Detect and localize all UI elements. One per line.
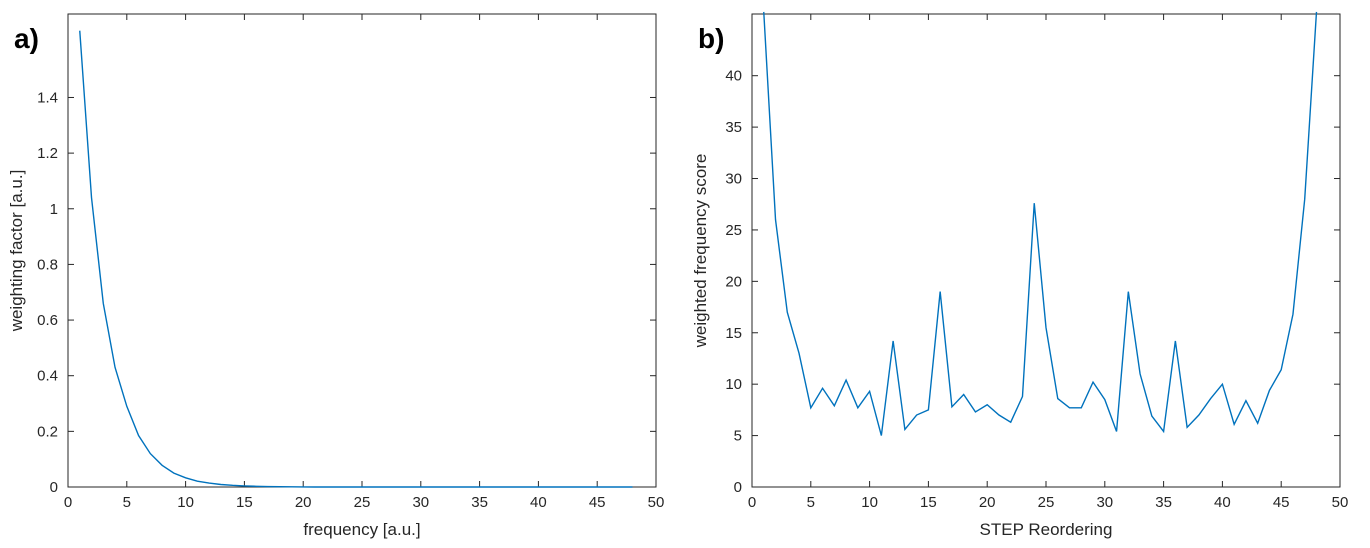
panel-b-x-tick-label: 10 [861,494,878,511]
panel-b-y-tick-label: 20 [725,273,742,290]
panel-a-ticks: 0 5 10 15 20 25 30 35 40 45 50 0 0.2 0.4 0.6 0.8 1 1.2 1.4 [37,14,664,511]
panel-b-ticks: 0 5 10 15 20 25 30 35 40 45 50 0 5 10 15 20 25 30 35 40 [725,14,1348,511]
panel-b-label: b) [698,23,724,54]
panel-a-y-tick-label: 0.4 [37,368,58,385]
panel-a-y-tick-label: 0 [50,479,58,496]
panel-b-x-tick-label: 25 [1038,494,1055,511]
panel-b-y-tick-label: 40 [725,68,742,85]
chart-panel-a: a) 0 5 10 15 20 25 30 35 40 45 50 0 0.2 0.4 0.6 0.8 1 1.2… [7,13,664,539]
panel-a-x-tick-label: 15 [236,494,253,511]
panel-a-x-tick-label: 25 [354,494,371,511]
panel-b-x-tick-label: 50 [1332,494,1349,511]
panel-b-y-tick-label: 10 [725,376,742,393]
panel-b-x-tick-label: 40 [1214,494,1231,511]
chart-panel-b: b) 0 5 10 15 20 25 30 35 40 45 500510152025303540 … [691,11,1348,539]
panel-b-y-axis-title: weighted frequency score [691,154,710,349]
panel-a-series-line [79,30,633,488]
panel-b-y-tick-label: 25 [725,222,742,239]
panel-b-y-tick-label: 15 [725,325,742,342]
panel-a-y-tick-label: 1.2 [37,145,58,162]
panel-b-x-tick-label: 35 [1155,494,1172,511]
panel-b-y-tick-label: 35 [725,119,742,136]
panel-a-x-tick-label: 10 [177,494,194,511]
panel-a-plot-area [67,13,657,488]
panel-a-x-tick-label: 45 [589,494,606,511]
panel-a-x-tick-label: 0 [64,494,72,511]
panel-a-y-tick-label: 0.8 [37,256,58,273]
panel-a-x-tick-label: 50 [648,494,665,511]
panel-b-y-tick-label: 5 [734,428,742,445]
panel-a-x-tick-label: 30 [412,494,429,511]
panel-b-x-axis-title: STEP Reordering [980,520,1113,539]
panel-a-y-tick-label: 1.4 [37,89,58,106]
panel-b-x-tick-label: 20 [979,494,996,511]
panel-a-y-tick-label: 0.2 [37,423,58,440]
panel-b-plot-area [751,13,1341,488]
panel-a-y-tick-label: 1 [50,201,58,218]
panel-a-x-tick-label: 5 [123,494,131,511]
panel-a-x-axis-title: frequency [a.u.] [303,520,420,539]
panel-b-x-tick-label: 5 [807,494,815,511]
panel-a-y-axis-title: weighting factor [a.u.] [7,170,26,333]
panel-b-series-line [763,11,1318,436]
panel-b-x-tick-label: 15 [920,494,937,511]
panel-b-x-tick-label: 45 [1273,494,1290,511]
panel-b-x-tick-label: 30 [1096,494,1113,511]
panel-a-label: a) [14,23,39,54]
panel-a-y-tick-label: 0.6 [37,312,58,329]
panel-b-y-tick-label: 30 [725,171,742,188]
panel-a-x-tick-label: 40 [530,494,547,511]
panel-a-x-tick-label: 35 [471,494,488,511]
panel-b-x-tick-label: 0 [748,494,756,511]
panel-b-y-tick-label: 0 [734,479,742,496]
panel-a-x-tick-label: 20 [295,494,312,511]
